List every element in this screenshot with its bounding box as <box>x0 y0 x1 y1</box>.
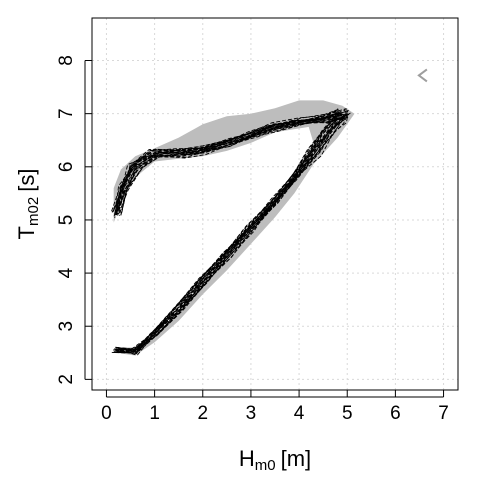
x-axis-title-main: H <box>239 446 255 471</box>
ensemble-member-line <box>115 108 347 351</box>
x-tick-label: 7 <box>438 403 449 424</box>
x-axis-title: Hm0 [m] <box>239 446 311 474</box>
ensemble-member-line <box>110 111 338 354</box>
x-tick-label: 6 <box>390 403 401 424</box>
reference-marker <box>417 68 428 83</box>
y-axis: 2 3 4 5 6 7 8 <box>56 55 92 385</box>
x-axis-title-unit: [m] <box>281 446 312 471</box>
x-axis-title-sub: m0 <box>255 457 276 474</box>
y-axis-title-main: T <box>14 226 39 239</box>
ensemble-member-line <box>114 110 338 352</box>
y-axis-title-unit: [s] <box>14 169 39 192</box>
y-axis-title: Tm02 [s] <box>14 169 42 240</box>
x-tick-label: 5 <box>342 403 353 424</box>
x-axis: 0 1 2 3 4 5 6 7 <box>101 390 449 424</box>
series-layer <box>110 108 351 356</box>
grid-layer <box>92 18 458 390</box>
y-tick-label: 3 <box>56 321 77 332</box>
y-tick-label: 7 <box>56 108 77 119</box>
ensemble-member-line <box>112 108 340 352</box>
plot-frame <box>91 17 459 391</box>
ensemble-member-line <box>116 116 346 352</box>
ensemble-member-line <box>113 111 343 350</box>
marker-layer <box>417 68 428 83</box>
y-tick-label: 2 <box>56 374 77 385</box>
y-tick-label: 4 <box>56 267 77 278</box>
x-tick-label: 3 <box>246 403 257 424</box>
y-axis-title-sub: m02 <box>25 197 42 226</box>
ensemble-member-line <box>118 114 349 352</box>
y-tick-label: 6 <box>56 162 77 173</box>
y-tick-label: 8 <box>56 55 77 66</box>
y-tick-label: 5 <box>56 215 77 226</box>
ensemble-member-line <box>118 112 351 350</box>
x-tick-label: 0 <box>101 403 112 424</box>
x-tick-label: 1 <box>149 403 160 424</box>
x-tick-label: 4 <box>294 403 305 424</box>
x-tick-label: 2 <box>197 403 208 424</box>
